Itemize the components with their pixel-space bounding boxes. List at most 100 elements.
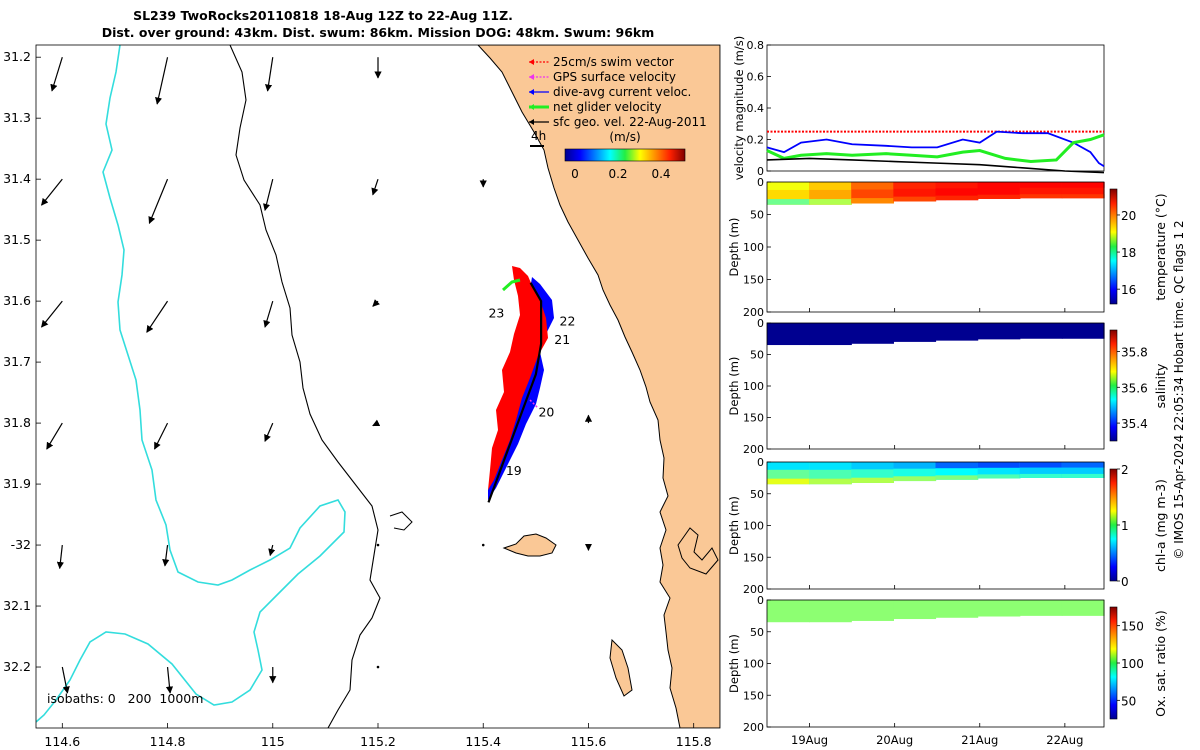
profile-cell-bottom xyxy=(935,475,979,480)
day-label: 23 xyxy=(488,306,504,321)
map-x-tick-label: 115.2 xyxy=(360,734,396,749)
profile-y-tick-label: 200 xyxy=(743,583,764,596)
legend-arrowhead xyxy=(529,89,534,95)
profile-cell xyxy=(977,323,1021,340)
velocity-ylabel: velocity magnitude (m/s) xyxy=(732,36,746,181)
geo-vector-arrow xyxy=(61,666,70,694)
profile-cell-surface xyxy=(893,182,937,189)
profile-cell xyxy=(809,600,852,623)
map-y-tick-label: 31.6 xyxy=(3,293,31,308)
geo-vector-arrow xyxy=(41,178,63,206)
colorbar-label: temperature (°C) xyxy=(1153,193,1168,300)
isobaths-label: isobaths: 0 200 1000m xyxy=(47,691,203,706)
profile-y-tick-label: 150 xyxy=(743,274,764,287)
profile-colorbar xyxy=(1109,468,1118,582)
geo-vector-arrow xyxy=(264,422,274,442)
profile-ylabel: Depth (m) xyxy=(727,357,741,416)
legend-label: sfc geo. vel. 22-Aug-2011 xyxy=(553,115,707,129)
profile-cell xyxy=(809,323,852,346)
profile-cell xyxy=(935,323,979,341)
profile-cell-bottom xyxy=(767,199,810,205)
map-y-tick-label: 31.3 xyxy=(3,110,31,125)
colorbar-tick-label: 0 xyxy=(1121,575,1129,589)
map-x-tick-label: 115.4 xyxy=(465,734,501,749)
profile-cell xyxy=(1061,323,1105,339)
colorbar-label: chl-a (mg m-3) xyxy=(1153,479,1168,572)
profile-cell-bottom xyxy=(809,478,852,485)
profile-cell-surface xyxy=(809,462,852,470)
profile-y-tick-label: 0 xyxy=(757,176,764,189)
profile-panel-chl-a: 0 50 100 150 200 Depth (m) 0 1 2 chl-a (mg m-3) xyxy=(727,456,1168,596)
credit-text: © IMOS 15-Apr-2024 22:05:34 Hobart time.… xyxy=(1172,220,1186,559)
isobath-200m xyxy=(229,45,381,728)
velocity-series-line xyxy=(766,130,1105,168)
profile-cell-surface xyxy=(977,462,1021,468)
profile-cell xyxy=(767,323,810,346)
profile-y-tick-label: 200 xyxy=(743,721,764,734)
time-tick-label: 20Aug xyxy=(876,733,913,747)
legend-arrowhead xyxy=(529,119,534,125)
legend-arrowhead xyxy=(529,74,534,80)
profile-cell-surface xyxy=(935,182,979,189)
profile-cell-bottom xyxy=(851,198,894,204)
geo-vector-arrow xyxy=(162,544,170,567)
isobath-1000m xyxy=(36,45,346,723)
colorbar-label: Ox. sat. ratio (%) xyxy=(1153,610,1168,717)
geo-vector-arrow xyxy=(263,179,274,212)
colorbar-tick-label: 20 xyxy=(1121,209,1136,223)
glider-track-line xyxy=(487,282,543,503)
map-y-tick-label: 31.5 xyxy=(3,232,31,247)
time-tick-label: 19Aug xyxy=(791,733,828,747)
colorbar-tick-2: 0.4 xyxy=(651,167,670,181)
profile-cell-bottom xyxy=(1019,194,1063,199)
colorbar-title: (m/s) xyxy=(609,130,640,144)
profile-cell-bottom xyxy=(893,196,937,202)
profile-y-tick-label: 150 xyxy=(743,412,764,425)
legend-label: dive-avg current veloc. xyxy=(553,85,691,99)
profile-y-tick-label: 0 xyxy=(757,456,764,469)
profile-cell-surface xyxy=(977,182,1021,188)
profile-cell-bottom xyxy=(1061,194,1105,199)
geo-vector-arrow xyxy=(268,544,276,557)
profile-panel-salinity: 0 50 100 150 200 Depth (m) 35.4 35.6 35.8 salinit… xyxy=(727,317,1168,456)
velocity-y-tick-label: 0.8 xyxy=(747,39,765,52)
colorbar-tick-0: 0 xyxy=(571,167,579,181)
legend-arrowhead xyxy=(529,59,534,65)
day-label: 21 xyxy=(554,332,570,347)
map-x-tick-label: 115.6 xyxy=(571,734,607,749)
profile-y-tick-label: 100 xyxy=(743,241,764,254)
map-y-tick-label: -32 xyxy=(11,537,31,552)
colorbar-tick-label: 1 xyxy=(1121,519,1129,533)
legend-label: 25cm/s swim vector xyxy=(553,55,674,69)
map-y-tick-label: 32.1 xyxy=(3,598,31,613)
profile-colorbar xyxy=(1109,606,1118,720)
map-colorbar xyxy=(564,148,686,162)
day-labels: 19 20 21 22 23 xyxy=(488,306,575,478)
geo-vector-dot xyxy=(376,543,380,547)
time-tick-label: 22Aug xyxy=(1046,733,1083,747)
geo-vector-arrow xyxy=(154,422,169,450)
lake-inlet xyxy=(609,638,633,697)
profile-panel-oxygen: 0 50 100 150 200 Depth (m) 50 100 150 Ox. sat. ra… xyxy=(727,594,1168,734)
legend-arrowhead xyxy=(529,104,534,110)
profile-cell-surface xyxy=(851,462,894,470)
colorbar-tick-label: 100 xyxy=(1121,657,1144,671)
colorbar-tick-label: 18 xyxy=(1121,246,1136,260)
profile-cell xyxy=(767,600,810,623)
map-x-tick-label: 114.8 xyxy=(150,734,186,749)
rottnest-island xyxy=(502,533,557,557)
map-y-tick-label: 31.4 xyxy=(3,171,31,186)
profile-y-tick-label: 100 xyxy=(743,520,764,533)
geo-vector-arrow xyxy=(41,300,63,328)
geo-vector-arrow xyxy=(146,300,169,333)
profile-colorbar xyxy=(1109,188,1118,305)
profile-cell xyxy=(893,600,937,620)
profile-cell-surface xyxy=(893,462,937,469)
geo-vector-arrow xyxy=(46,422,63,450)
title-line1: SL239 TwoRocks20110818 18-Aug 12Z to 22-… xyxy=(133,8,513,23)
geo-vector-arrow xyxy=(50,57,63,92)
geo-vector-arrow xyxy=(165,666,174,694)
day-label: 20 xyxy=(538,404,554,419)
profile-y-tick-label: 50 xyxy=(750,209,764,222)
